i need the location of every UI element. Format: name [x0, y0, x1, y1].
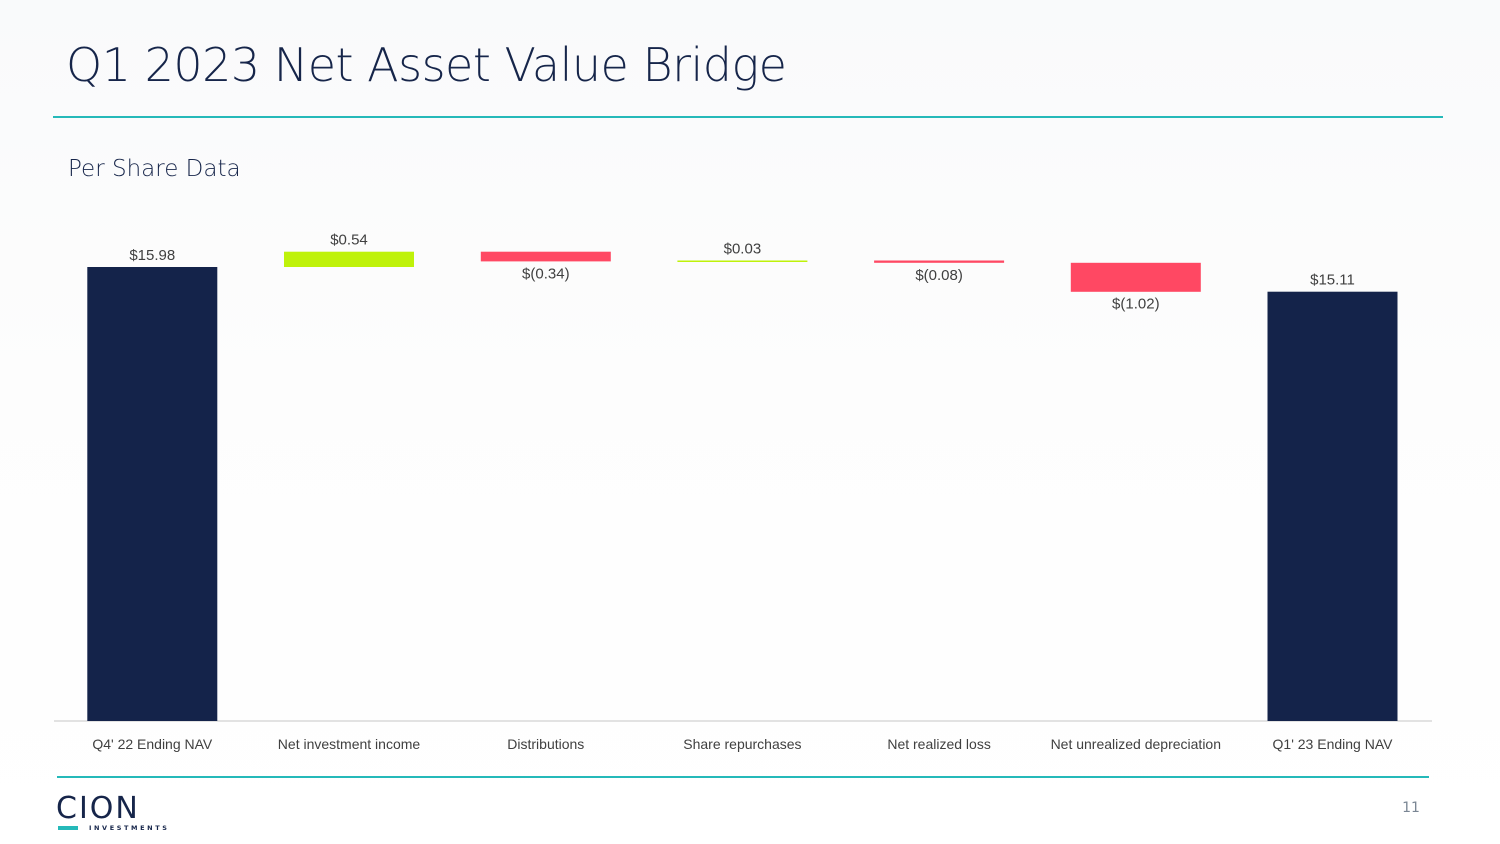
bar-net-investment-income	[284, 251, 414, 267]
data-label-distributions: $(0.34)	[522, 265, 570, 282]
title-divider	[53, 116, 1443, 118]
bar-q4-22-ending-nav	[87, 267, 218, 721]
tick-label-distributions: Distributions	[507, 736, 584, 752]
page-subtitle: Per Share Data	[68, 156, 241, 182]
bar-distributions	[480, 251, 611, 262]
bar-net-realized-loss	[874, 260, 1005, 263]
logo-accent-bar	[58, 826, 78, 830]
data-label-q1-23-ending-nav: $15.11	[1310, 272, 1355, 289]
tick-label-net-realized-loss: Net realized loss	[887, 736, 991, 752]
bar-share-repurchases	[677, 260, 808, 262]
logo-tagline: INVESTMENTS	[89, 824, 170, 832]
bar-q1-23-ending-nav	[1267, 291, 1398, 721]
tick-label-net-unrealized-depreciation: Net unrealized depreciation	[1051, 736, 1221, 752]
logo-wordmark: CION	[56, 791, 140, 826]
data-label-share-repurchases: $0.03	[724, 241, 762, 258]
tick-label-q4-22-ending-nav: Q4' 22 Ending NAV	[92, 736, 213, 752]
cion-logo: CION INVESTMENTS	[56, 791, 167, 834]
tick-label-share-repurchases: Share repurchases	[683, 736, 801, 752]
data-label-net-unrealized-depreciation: $(1.02)	[1112, 296, 1160, 313]
page-title: Q1 2023 Net Asset Value Bridge	[66, 38, 787, 92]
tick-label-q1-23-ending-nav: Q1' 23 Ending NAV	[1273, 736, 1394, 752]
tick-label-net-investment-income: Net investment income	[278, 736, 421, 752]
data-label-q4-22-ending-nav: $15.98	[129, 247, 175, 264]
bar-net-unrealized-depreciation	[1070, 262, 1201, 292]
footer-divider	[57, 776, 1429, 778]
data-label-net-realized-loss: $(0.08)	[915, 267, 963, 284]
page-number: 11	[1402, 800, 1420, 816]
data-label-net-investment-income: $0.54	[330, 232, 368, 249]
